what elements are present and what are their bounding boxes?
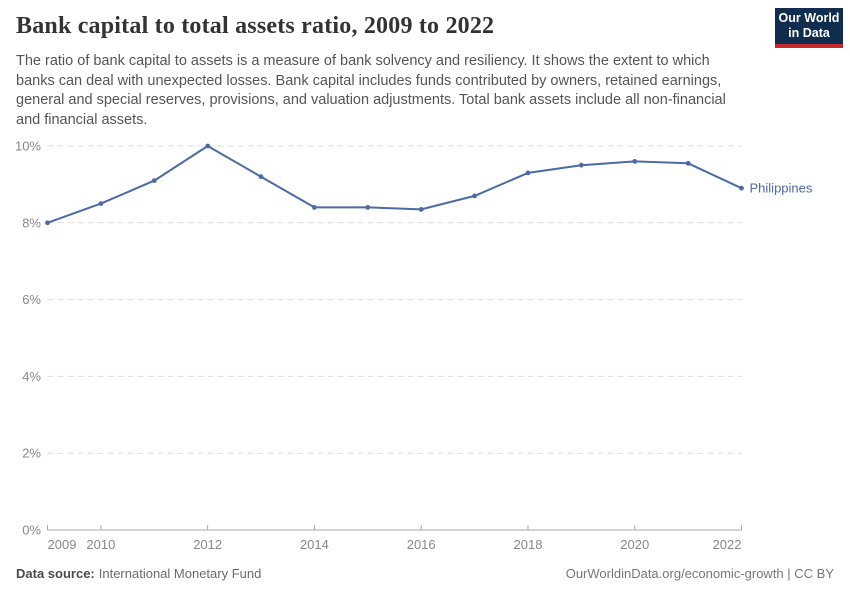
x-axis-tick-label: 2018	[514, 537, 543, 552]
data-point-marker	[365, 205, 371, 210]
x-axis-tick-label: 2010	[86, 537, 115, 552]
data-source: Data source: International Monetary Fund	[16, 566, 261, 581]
x-axis-tick-label: 2020	[620, 537, 649, 552]
y-axis-tick-label: 6%	[22, 292, 41, 307]
logo-line1: Our World	[778, 11, 840, 25]
series-end-label: Philippines	[750, 181, 813, 196]
data-point-marker	[258, 174, 264, 180]
y-axis-tick-label: 8%	[22, 215, 41, 230]
data-point-marker	[578, 162, 584, 168]
data-point-marker	[739, 185, 744, 191]
attribution: OurWorldinData.org/economic-growth | CC …	[565, 566, 834, 581]
data-point-marker	[525, 170, 531, 176]
logo-line2: in Data	[788, 26, 830, 40]
data-point-marker	[45, 220, 50, 226]
data-point-marker	[418, 207, 424, 212]
data-point-marker	[472, 193, 477, 199]
series-line	[47, 145, 742, 224]
x-axis-tick-label: 2012	[193, 537, 222, 552]
y-axis-tick-label: 4%	[22, 369, 41, 384]
data-point-marker	[151, 178, 157, 184]
data-point-marker	[205, 143, 211, 149]
data-source-value: International Monetary Fund	[98, 566, 262, 581]
owid-logo: Our World in Data	[775, 8, 843, 48]
x-axis-tick-label: 2016	[407, 537, 436, 552]
chart-subtitle: The ratio of bank capital to assets is a…	[16, 53, 726, 128]
chart-footer: Data source: International Monetary Fund…	[16, 566, 834, 581]
data-point-marker	[312, 205, 317, 210]
page-title: Bank capital to total assets ratio, 2009…	[16, 13, 495, 39]
data-point-marker	[98, 201, 104, 207]
y-axis-tick-label: 0%	[22, 523, 41, 538]
x-axis-tick-label: 2022	[713, 537, 742, 552]
y-axis-tick-label: 10%	[15, 139, 41, 154]
data-point-marker	[632, 159, 638, 164]
data-source-label: Data source:	[16, 566, 95, 581]
y-axis-tick-label: 2%	[22, 446, 41, 461]
x-axis-tick-label: 2009	[48, 537, 77, 552]
data-point-marker	[685, 160, 691, 166]
x-axis-tick-label: 2014	[300, 537, 329, 552]
